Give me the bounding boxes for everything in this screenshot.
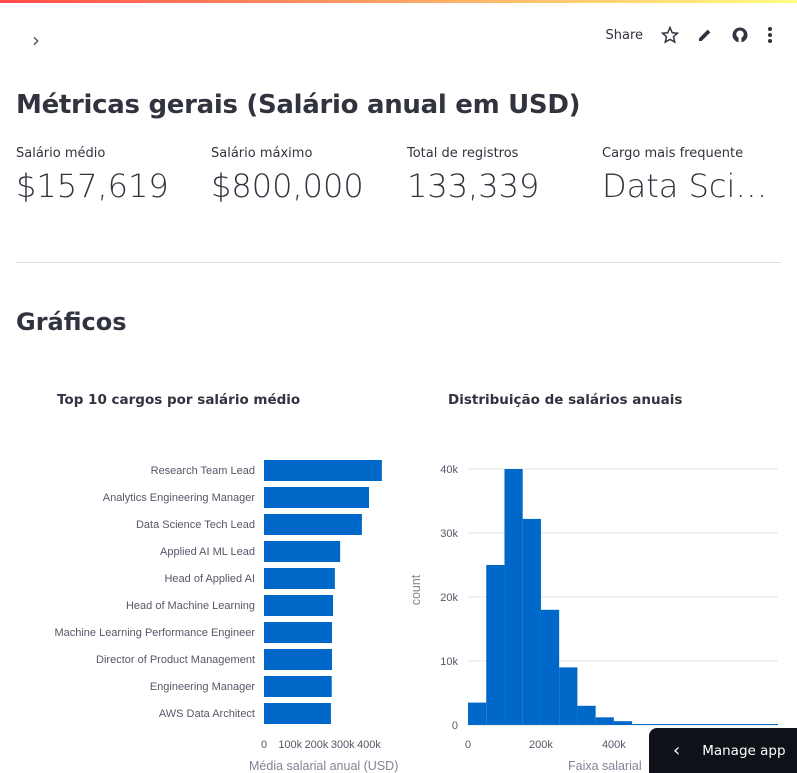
category-label: Machine Learning Performance Engineer <box>54 627 255 639</box>
metric-total: Total de registros 133,339 <box>407 146 587 205</box>
category-label: Head of Machine Learning <box>126 600 255 612</box>
y-tick-label: 0 <box>452 720 458 732</box>
share-button[interactable]: Share <box>605 27 643 43</box>
x-tick-label: 400k <box>602 739 626 751</box>
x-tick-label: 400k <box>357 739 381 751</box>
histogram-bar <box>577 705 596 725</box>
category-label: Research Team Lead <box>151 465 255 477</box>
x-tick-label: 300k <box>331 739 355 751</box>
pencil-icon[interactable] <box>697 27 713 43</box>
category-label: Analytics Engineering Manager <box>103 492 256 504</box>
histogram-bar <box>632 724 651 725</box>
metric-top-role: Cargo mais frequente Data Scientist <box>602 146 782 205</box>
bar <box>264 487 369 508</box>
x-axis-label: Faixa salarial <box>568 759 642 773</box>
header-toolbar: Share <box>605 26 773 44</box>
x-tick-label: 100k <box>278 739 302 751</box>
category-label: Data Science Tech Lead <box>136 519 255 531</box>
divider <box>16 262 781 263</box>
chevron-right-icon[interactable]: › <box>32 28 40 52</box>
histogram-bar <box>486 565 505 725</box>
category-label: Director of Product Management <box>96 654 255 666</box>
section-title: Gráficos <box>16 308 127 336</box>
bar <box>264 595 334 616</box>
bar <box>264 541 341 562</box>
metric-value: $800,000 <box>211 167 364 205</box>
y-tick-label: 40k <box>440 464 458 476</box>
x-tick-label: 0 <box>465 739 471 751</box>
metric-value: Data Scientist <box>602 167 782 205</box>
y-tick-label: 10k <box>440 656 458 668</box>
histogram-chart: 0 10k 20k 30k 40k 0 200k 400k Faixa salarial coun… <box>409 464 778 773</box>
category-label: Applied AI ML Lead <box>160 546 255 558</box>
histogram-bar <box>613 721 633 725</box>
metric-label: Salário médio <box>16 146 106 161</box>
histogram-bar <box>504 469 523 725</box>
github-icon[interactable] <box>731 26 749 44</box>
histogram-bar <box>741 724 760 725</box>
page-title: Métricas gerais (Salário anual em USD) <box>16 90 581 120</box>
chevron-left-icon: ‹ <box>673 740 681 761</box>
metric-label: Total de registros <box>407 146 519 161</box>
x-axis-label: Média salarial anual (USD) <box>249 759 398 773</box>
histogram-bar <box>559 667 578 725</box>
histogram-bar <box>595 717 614 725</box>
y-tick-label: 30k <box>440 528 458 540</box>
bar <box>264 460 382 481</box>
metric-label: Cargo mais frequente <box>602 146 744 161</box>
metric-max: Salário máximo $800,000 <box>211 146 391 205</box>
histogram-bar <box>686 724 706 725</box>
y-tick-label: 20k <box>440 592 458 604</box>
bar <box>264 568 335 589</box>
x-tick-label: 200k <box>529 739 553 751</box>
histogram-bar <box>723 724 742 725</box>
histogram-bar <box>668 724 687 725</box>
more-vertical-icon[interactable] <box>767 26 773 44</box>
metric-label: Salário máximo <box>211 146 313 161</box>
metric-value: $157,619 <box>16 167 169 205</box>
histogram-bar <box>759 724 778 725</box>
bar <box>264 514 362 535</box>
histogram-title: Distribuição de salários anuais <box>448 392 683 408</box>
histogram-bar <box>650 724 669 725</box>
top-decoration <box>0 0 797 3</box>
histogram-bar <box>468 702 487 725</box>
bar-chart-title: Top 10 cargos por salário médio <box>57 392 301 408</box>
category-label: AWS Data Architect <box>159 708 255 720</box>
category-label: Head of Applied AI <box>164 573 255 585</box>
metric-value: 133,339 <box>407 167 540 205</box>
x-tick-label: 0 <box>261 739 267 751</box>
y-axis-label: count <box>409 574 423 605</box>
histogram-bar <box>540 609 560 725</box>
x-tick-label: 200k <box>305 739 329 751</box>
histogram-bar <box>705 724 724 725</box>
bar <box>264 703 331 724</box>
star-icon[interactable] <box>661 26 679 44</box>
histogram-bar <box>522 518 541 725</box>
metric-average: Salário médio $157,619 <box>16 146 196 205</box>
manage-app-button[interactable]: ‹ Manage app <box>649 728 797 773</box>
category-label: Engineering Manager <box>150 681 256 693</box>
bar <box>264 676 332 697</box>
bar <box>264 622 332 643</box>
bar <box>264 649 332 670</box>
bar-chart: Research Team Lead Analytics Engineering … <box>54 460 398 773</box>
manage-app-label: Manage app <box>702 742 786 759</box>
